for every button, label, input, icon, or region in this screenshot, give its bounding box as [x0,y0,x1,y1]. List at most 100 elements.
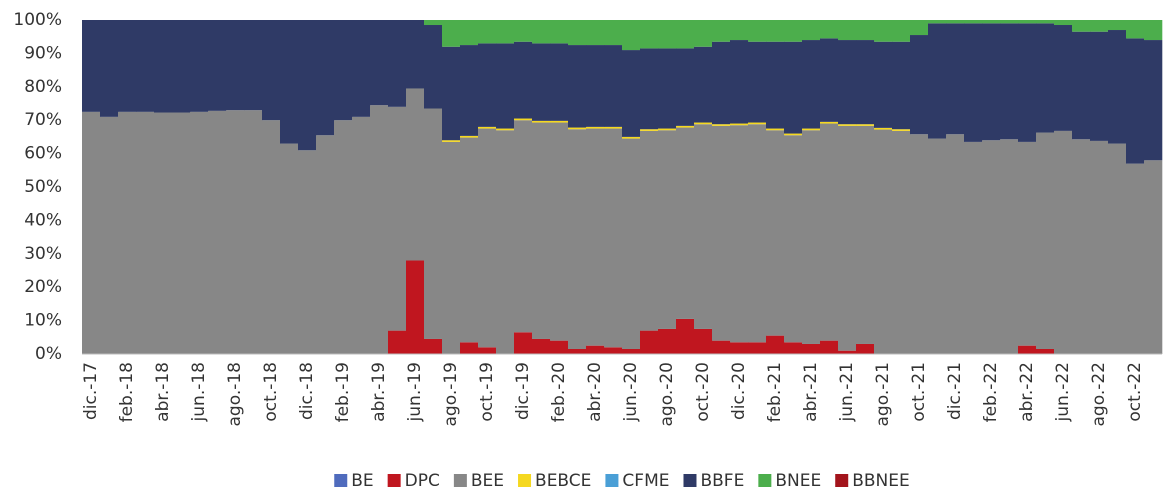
bar-segment [622,50,641,137]
bar-segment [856,124,875,126]
bar-segment [874,127,893,130]
x-tick-label: ago.-21 [873,362,893,426]
bar-segment [1054,20,1073,26]
bar-segment [658,130,677,329]
bar-segment [82,111,101,354]
y-tick-label: 10% [24,311,62,331]
bar-segment [1036,348,1055,354]
bar-segment [460,342,479,354]
bar-segment [748,342,767,354]
legend-swatch [605,474,619,487]
bar-segment [874,129,893,354]
bar-segment [892,129,911,131]
bar-segment [1000,20,1019,24]
x-tick-label: abr.-21 [801,362,821,422]
bar-segment [316,135,335,354]
bar-segment [352,20,371,117]
bar-segment [676,20,695,49]
bar-segment [532,338,551,354]
bar-segment [784,133,803,136]
bar-segment [226,110,245,355]
bar-segment [460,137,479,343]
bar-segment [586,128,605,346]
bar-segment [478,126,497,129]
bar-segment [712,125,731,341]
bar-segment [802,343,821,354]
bar-segment [1090,20,1109,32]
bar-segment [262,120,281,354]
bar-segment [1000,23,1019,140]
bar-segment [856,343,875,354]
bar-segment [730,125,749,343]
y-tick-label: 40% [24,210,62,230]
bar-segment [838,20,857,41]
bar-segment [550,340,569,354]
bar-segment [388,106,407,331]
bar-segment [586,345,605,354]
bar-segment [640,129,659,131]
bar-segment [568,127,587,130]
bar-segment [334,120,353,354]
bar-segment [568,45,587,128]
bar-segment [658,328,677,354]
bar-segment [604,128,623,348]
bar-segment [802,20,821,41]
bar-segment [622,138,641,349]
bar-segment [964,20,983,24]
bar-segment [262,20,281,121]
bar-segment [100,116,119,354]
bar-segment [820,121,839,124]
bar-segment [532,43,551,121]
bar-segment [208,110,227,355]
bar-segment [1018,20,1037,24]
bar-segment [154,20,173,113]
legend-swatch [518,474,532,487]
bar-segment [730,20,749,41]
bar-segment [928,20,947,24]
x-tick-label: feb.-22 [981,362,1001,422]
bar-segment [442,141,461,354]
bar-segment [676,127,695,319]
bar-segment [838,124,857,126]
legend-label: BBNEE [852,471,910,491]
x-tick-label: feb.-20 [549,362,569,422]
bar-segment [226,20,245,111]
bar-segment [802,130,821,344]
bar-segment [640,330,659,354]
bar-segment [496,43,515,129]
bar-segment [496,20,515,44]
x-tick-label: oct.-20 [693,362,713,422]
bar-segment [478,347,497,354]
bar-segment [1090,31,1109,141]
bar-segment [856,125,875,344]
y-tick-label: 70% [24,110,62,130]
x-tick-label: dic.-20 [729,362,749,420]
bar-segment [586,45,605,127]
x-tick-label: oct.-18 [261,362,281,422]
x-tick-label: ago.-20 [657,362,677,426]
bar-segment [604,347,623,354]
legend: BE DPC BEE BEBCE CFME BBFE BNEE BBNEE [334,471,910,491]
bar-segment [1090,140,1109,354]
bar-segment [136,111,155,354]
bar-segment [334,20,353,121]
bar-segment [964,23,983,142]
bar-segment [784,41,803,134]
bar-segment [532,120,551,123]
bar-segment [172,20,191,113]
bar-segment [136,20,155,112]
bar-segment [172,112,191,354]
x-tick-label: jun.-21 [837,362,857,422]
x-tick-label: jun.-18 [189,362,209,422]
bar-segment [892,41,911,130]
bar-segment [568,348,587,354]
bar-segment [910,35,929,135]
bar-segment [424,338,443,354]
bar-segment [514,332,533,354]
x-tick-label: abr.-20 [585,362,605,422]
bar-segment [694,46,713,123]
bar-segment [190,111,209,354]
bar-segment [730,40,749,124]
bar-segment [586,20,605,46]
bar-segment [784,135,803,343]
